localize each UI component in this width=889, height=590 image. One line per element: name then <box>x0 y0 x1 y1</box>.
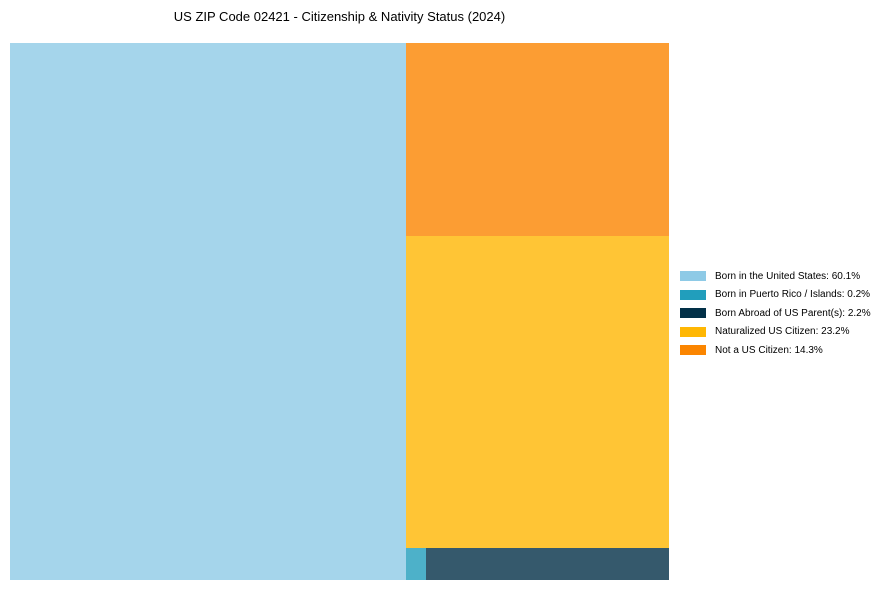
legend-item: Born Abroad of US Parent(s): 2.2% <box>680 304 871 323</box>
legend-label: Born in Puerto Rico / Islands: 0.2% <box>715 289 871 301</box>
legend-swatch <box>680 308 706 319</box>
legend-swatch <box>680 289 706 300</box>
legend-swatch <box>680 271 706 282</box>
chart-title: US ZIP Code 02421 - Citizenship & Nativi… <box>173 9 506 24</box>
legend-label: Born Abroad of US Parent(s): 2.2% <box>715 307 871 319</box>
treemap-rect-born-abroad <box>426 548 669 580</box>
treemap-rect-not-citizen <box>406 43 669 236</box>
legend-swatch <box>680 326 706 337</box>
legend: Born in the United States: 60.1% Born in… <box>680 267 871 360</box>
legend-item: Naturalized US Citizen: 23.2% <box>680 323 871 342</box>
legend-item: Born in Puerto Rico / Islands: 0.2% <box>680 286 871 305</box>
legend-label: Born in the United States: 60.1% <box>715 270 861 282</box>
legend-label: Not a US Citizen: 14.3% <box>715 344 823 356</box>
treemap-rect-naturalized <box>406 236 669 548</box>
treemap-rect-born-us <box>10 43 406 580</box>
legend-item: Not a US Citizen: 14.3% <box>680 341 871 360</box>
legend-swatch <box>680 345 706 356</box>
legend-label: Naturalized US Citizen: 23.2% <box>715 326 850 338</box>
treemap-rect-born-pr <box>406 548 426 580</box>
legend-item: Born in the United States: 60.1% <box>680 267 871 286</box>
